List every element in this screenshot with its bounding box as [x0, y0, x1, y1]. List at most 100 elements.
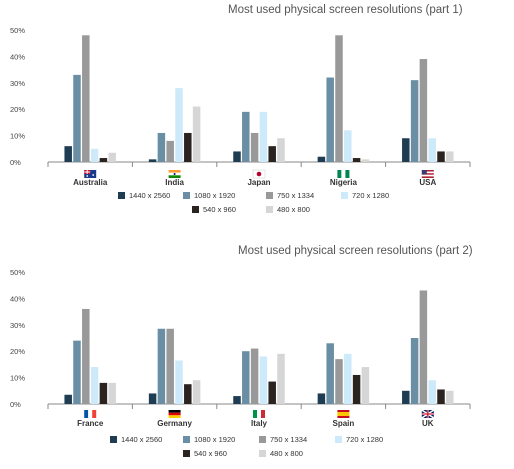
- bar: [233, 396, 241, 404]
- bar: [64, 146, 72, 162]
- bar: [90, 148, 99, 162]
- legend-swatch: [183, 436, 190, 443]
- bar: [352, 158, 361, 162]
- x-category-label: Germany: [157, 419, 192, 428]
- legend-label: 1440 x 2560: [121, 435, 162, 444]
- nigeria-flag-icon: [337, 170, 350, 178]
- bar: [157, 328, 166, 404]
- legend-swatch: [183, 192, 190, 199]
- y-tick-label: 20%: [10, 105, 25, 114]
- bar: [250, 132, 259, 162]
- bar: [184, 132, 192, 162]
- japan-flag-icon: [252, 169, 266, 179]
- bar: [277, 353, 285, 404]
- y-tick-label: 20%: [10, 347, 25, 356]
- legend-label: 750 x 1334: [270, 435, 307, 444]
- legend-swatch: [259, 450, 266, 457]
- bar: [192, 106, 201, 162]
- legend-label: 480 x 800: [277, 205, 310, 214]
- legend-swatch: [335, 436, 342, 443]
- bar: [148, 393, 157, 404]
- legend-label: 1080 x 1920: [194, 191, 235, 200]
- bar: [268, 381, 276, 404]
- bar: [344, 353, 352, 404]
- bar: [82, 35, 90, 162]
- legend-swatch: [341, 192, 348, 199]
- france-flag-icon: [84, 410, 97, 418]
- bar: [410, 80, 419, 162]
- bar: [410, 338, 419, 404]
- bar: [361, 159, 370, 162]
- italy-flag-icon: [253, 410, 265, 418]
- legend-swatch: [192, 206, 199, 213]
- chart-2-title: Most used physical screen resolutions (p…: [238, 245, 473, 257]
- bar: [250, 348, 259, 404]
- australia-flag-icon: [84, 170, 97, 178]
- chart-1-title: Most used physical screen resolutions (p…: [228, 4, 463, 16]
- legend-label: 1080 x 1920: [194, 435, 235, 444]
- bar: [166, 328, 174, 404]
- x-category-label: USA: [419, 178, 436, 187]
- bar: [277, 138, 285, 162]
- legend-label: 720 x 1280: [346, 435, 383, 444]
- bar: [419, 59, 428, 162]
- india-flag-icon: [168, 170, 181, 178]
- bar: [352, 374, 361, 404]
- bar: [317, 393, 326, 404]
- x-category-label: France: [77, 419, 104, 428]
- bar: [317, 156, 326, 162]
- bar: [344, 130, 352, 162]
- bar: [402, 138, 410, 162]
- y-tick-label: 50%: [10, 268, 25, 277]
- bar: [335, 359, 343, 404]
- bar: [437, 151, 445, 162]
- legend-label: 480 x 800: [270, 449, 303, 458]
- x-category-label: UK: [422, 419, 434, 428]
- legend-swatch: [110, 436, 117, 443]
- legend-swatch: [266, 206, 273, 213]
- bar: [184, 384, 192, 404]
- bar: [259, 356, 268, 404]
- bar: [437, 389, 445, 404]
- bar: [335, 35, 343, 162]
- bar: [148, 159, 157, 162]
- legend-swatch: [183, 450, 190, 457]
- legend-label: 540 x 960: [194, 449, 227, 458]
- x-category-label: Nigeria: [330, 178, 358, 187]
- y-tick-label: 50%: [10, 26, 25, 35]
- bar: [268, 146, 276, 162]
- y-tick-label: 40%: [10, 52, 25, 61]
- bar: [242, 351, 250, 404]
- legend-label: 1440 x 2560: [129, 191, 170, 200]
- x-category-label: Spain: [333, 419, 355, 428]
- x-category-label: India: [165, 178, 184, 187]
- legend-swatch: [266, 192, 273, 199]
- y-tick-label: 0%: [10, 158, 21, 167]
- legend-label: 540 x 960: [203, 205, 236, 214]
- x-category-label: Japan: [247, 178, 270, 187]
- bar: [326, 343, 334, 404]
- bar: [73, 74, 81, 162]
- bar: [361, 367, 370, 404]
- legend-swatch: [259, 436, 266, 443]
- bar: [157, 132, 166, 162]
- bar: [99, 158, 108, 162]
- legend-label: 720 x 1280: [352, 191, 389, 200]
- y-tick-label: 10%: [10, 374, 25, 383]
- bar: [326, 77, 334, 162]
- bar: [64, 394, 72, 404]
- bar: [90, 367, 99, 404]
- bar: [73, 340, 81, 404]
- bar: [428, 138, 436, 162]
- bar: [166, 140, 174, 162]
- x-category-label: Italy: [251, 419, 268, 428]
- bar: [175, 360, 183, 404]
- germany-flag-icon: [168, 410, 181, 418]
- y-tick-label: 40%: [10, 294, 25, 303]
- y-tick-label: 30%: [10, 79, 25, 88]
- bar: [99, 382, 108, 404]
- y-tick-label: 0%: [10, 400, 21, 409]
- bar: [175, 88, 183, 162]
- bar: [108, 382, 116, 404]
